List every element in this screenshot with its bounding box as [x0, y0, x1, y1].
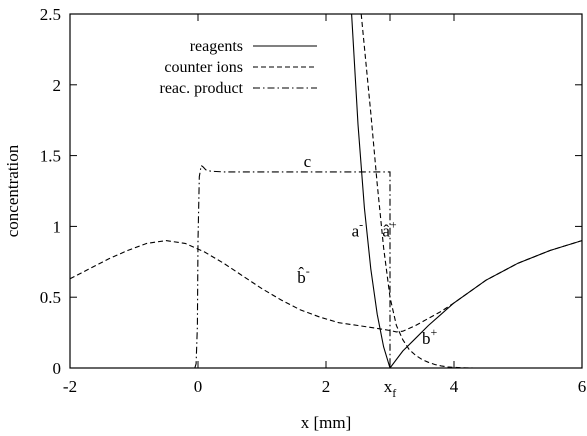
legend: reagents counter ions reac. product: [159, 38, 317, 97]
curve-annotation: a-: [352, 217, 364, 240]
series-layer: [70, 14, 582, 368]
curve-annotation: â+: [382, 217, 397, 240]
x-axis-label: x [mm]: [301, 413, 352, 432]
annotations-layer: c a-â+ b̂- b+: [297, 152, 437, 348]
plot-frame: [69, 13, 583, 369]
y-axis-label: concentration: [3, 144, 22, 237]
series-line-dashed-2: [360, 14, 474, 368]
x-tick-label: xf: [384, 377, 397, 400]
y-tick-label: 1: [53, 217, 62, 236]
y-tick-label: 0.5: [40, 288, 61, 307]
x-tick-label: -2: [63, 377, 77, 396]
x-tick-label: 4: [450, 377, 459, 396]
legend-label: reac. product: [159, 80, 243, 97]
curve-annotation: b̂-: [297, 264, 310, 287]
y-tick-label: 2: [53, 76, 62, 95]
legend-label: counter ions: [164, 59, 243, 76]
ticks-layer: -2 0 2 xf 4 600.511.522.5: [40, 5, 587, 400]
series-line-dashed-3: [70, 240, 582, 333]
x-tick-label: 6: [578, 377, 587, 396]
series-line-solid-0: [351, 14, 391, 368]
x-tick-label: 0: [194, 377, 203, 396]
curve-annotation: b+: [422, 325, 438, 348]
y-tick-label: 2.5: [40, 5, 61, 24]
legend-label: reagents: [190, 38, 243, 55]
series-line-dashdot-4: [194, 164, 391, 368]
curve-annotation: c: [304, 152, 312, 171]
x-tick-label: 2: [322, 377, 331, 396]
y-tick-label: 1.5: [40, 147, 61, 166]
y-tick-label: 0: [53, 359, 62, 378]
series-line-solid-1: [389, 240, 582, 368]
